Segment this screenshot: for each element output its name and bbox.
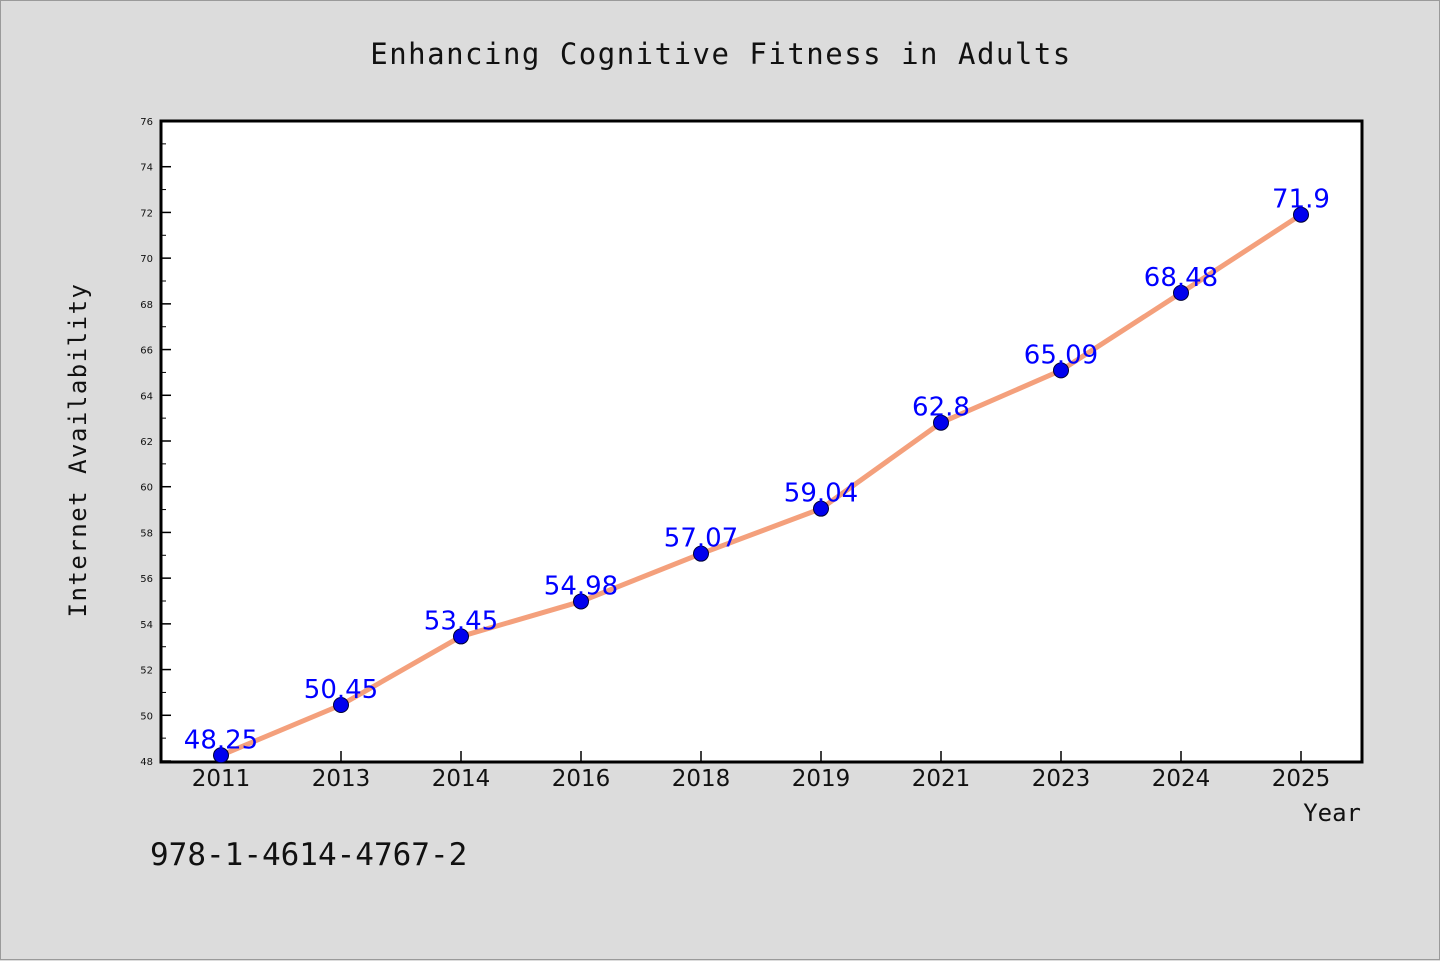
x-tick-label: 2014: [432, 766, 491, 792]
data-label: 59.04: [784, 479, 858, 509]
x-axis-label: Year: [1303, 799, 1361, 827]
data-label: 68.48: [1144, 263, 1218, 293]
x-tick-label: 2019: [792, 766, 851, 792]
y-tick-label: 72: [140, 208, 153, 219]
y-tick-label: 74: [140, 163, 153, 174]
data-point: [333, 697, 349, 713]
y-tick-label: 64: [140, 391, 153, 402]
data-point: [693, 545, 709, 562]
data-label: 57.07: [664, 524, 738, 554]
data-point: [213, 747, 229, 764]
x-tick-label: 2025: [1272, 766, 1331, 792]
data-label: 48.25: [184, 725, 258, 755]
y-axis-label: Internet Availability: [64, 283, 92, 618]
series-line: [218, 212, 1304, 758]
y-axis: 48 50 52 54 56 58 60 62 64 66 68 70 72 74 76: [140, 117, 171, 768]
x-tick-label: 2023: [1032, 766, 1091, 792]
data-point: [933, 414, 949, 431]
x-tick-label: 2013: [312, 766, 371, 792]
series-group: 48.25 50.45 53.45 54.98 57.07 59.04 62.8 65.09 6…: [184, 185, 1330, 764]
y-tick-label: 68: [140, 300, 153, 311]
y-tick-label: 56: [140, 574, 153, 585]
data-label: 62.8: [912, 393, 970, 423]
data-label: 65.09: [1024, 340, 1098, 370]
y-tick-label: 52: [140, 666, 153, 677]
y-tick-label: 54: [140, 620, 153, 631]
y-tick-label: 48: [140, 757, 153, 768]
y-tick-label: 60: [140, 483, 153, 494]
x-tick-label: 2024: [1152, 766, 1211, 792]
data-label: 50.45: [304, 675, 378, 705]
data-point: [813, 500, 829, 517]
y-tick-label: 66: [140, 346, 153, 357]
data-point: [1173, 284, 1189, 301]
x-axis: 2011 2013 2014 2016 2018 2019 2021 2023 2024 2025: [192, 751, 1331, 792]
data-point: [1053, 362, 1069, 379]
y-tick-label: 50: [140, 711, 153, 722]
data-label: 54.98: [544, 571, 618, 601]
chart-title: Enhancing Cognitive Fitness in Adults: [370, 37, 1072, 71]
y-tick-label: 58: [140, 528, 153, 539]
y-tick-label: 62: [140, 437, 153, 448]
data-point: [1293, 206, 1309, 223]
x-tick-label: 2021: [912, 766, 971, 792]
x-tick-label: 2016: [552, 766, 611, 792]
x-tick-label: 2011: [192, 766, 251, 792]
plot-area: [159, 119, 1364, 764]
chart-annotation: 978-1-4614-4767-2: [150, 837, 467, 873]
data-point: [453, 628, 469, 645]
data-label: 71.9: [1272, 185, 1330, 215]
data-label: 53.45: [424, 606, 498, 636]
x-tick-label: 2018: [672, 766, 731, 792]
data-point: [573, 593, 589, 610]
y-tick-label: 76: [140, 117, 153, 128]
y-tick-label: 70: [140, 254, 153, 265]
